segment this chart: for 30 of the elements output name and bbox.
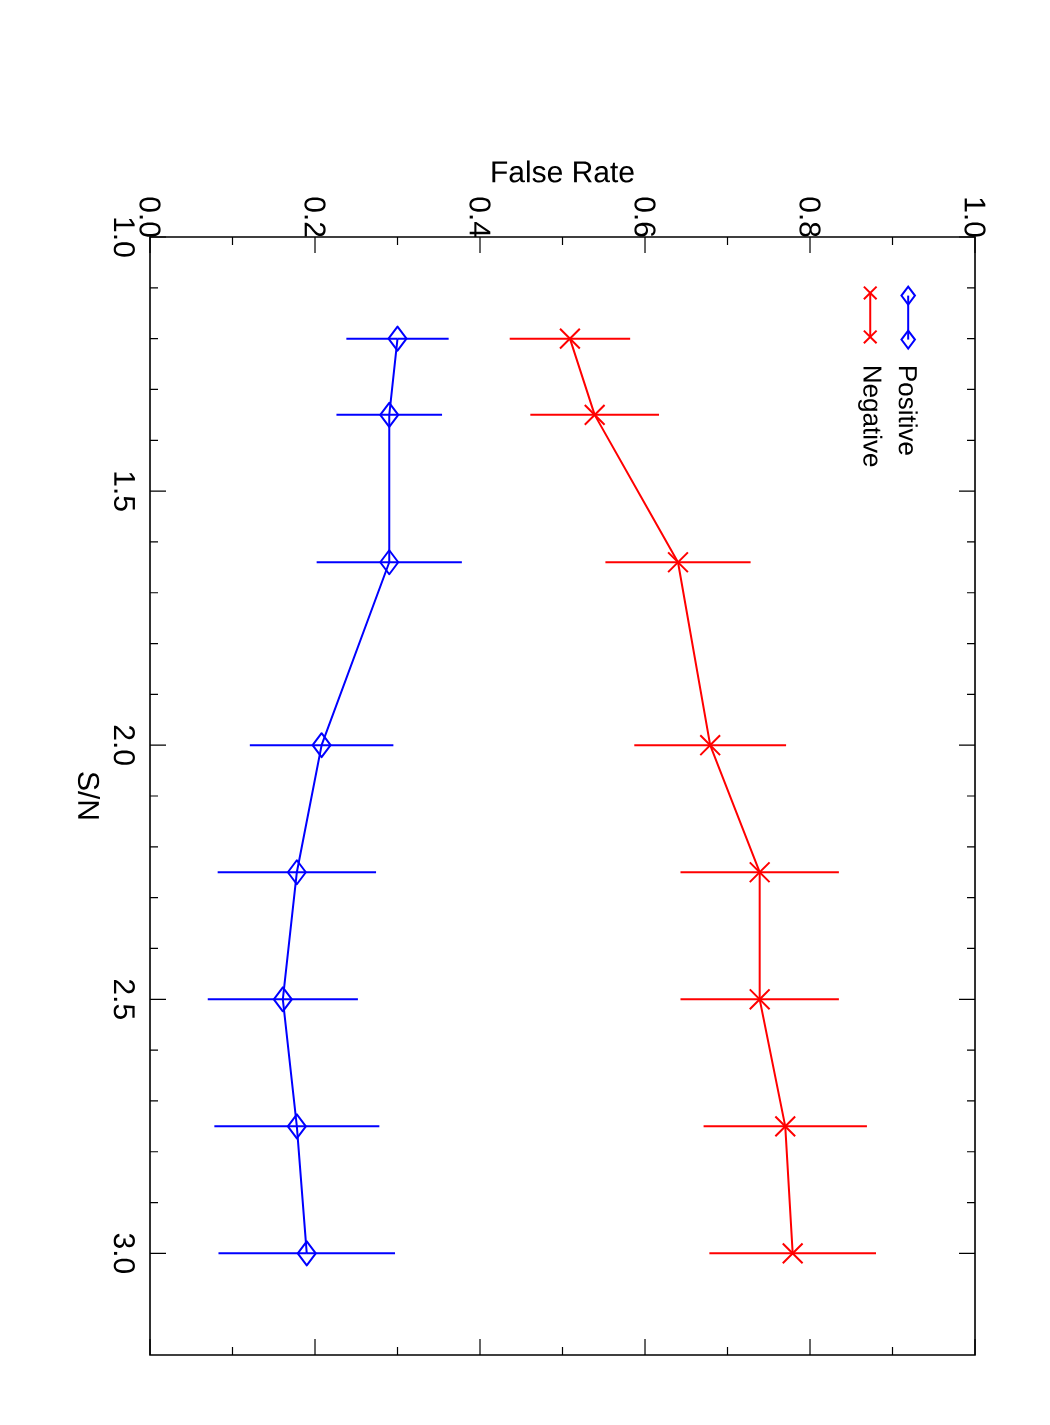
legend-label: Negative — [858, 366, 883, 467]
y-axis-title: S/N — [77, 772, 100, 819]
point — [781, 1242, 804, 1265]
y-tick-label: 2.0 — [113, 725, 135, 765]
point — [559, 327, 581, 350]
x-axis-title: False Rate — [492, 160, 634, 183]
point — [286, 859, 307, 886]
point — [379, 549, 400, 576]
point — [272, 986, 293, 1013]
point — [387, 325, 408, 352]
point — [699, 734, 722, 757]
point — [748, 861, 771, 884]
x-tick-label: 0.4 — [469, 197, 491, 238]
point — [286, 1113, 307, 1140]
point — [311, 732, 332, 759]
y-tick-label: 1.5 — [114, 472, 135, 511]
x-tick-label: 0.6 — [634, 197, 656, 237]
point — [296, 1240, 317, 1267]
point — [748, 988, 771, 1011]
y-tick-label: 2.5 — [113, 979, 135, 1019]
x-tick-label: 1.0 — [964, 198, 986, 237]
x-tick-label: 0.2 — [304, 197, 326, 237]
point — [583, 403, 606, 426]
point — [667, 551, 689, 574]
y-tick-label: 3.0 — [113, 1233, 135, 1274]
x-tick-label: 0.8 — [799, 197, 821, 237]
x-tick-label: 0.0 — [139, 197, 161, 237]
legend-label: Positive — [898, 366, 918, 455]
point — [774, 1115, 797, 1138]
point — [379, 401, 400, 428]
